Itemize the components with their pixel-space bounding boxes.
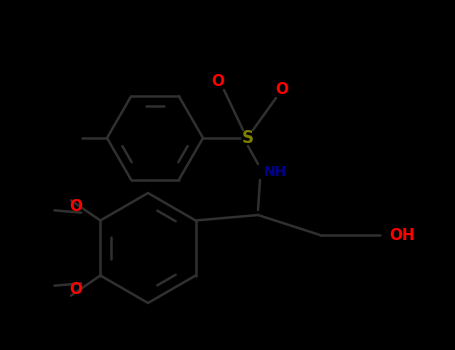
Text: S: S [242, 129, 254, 147]
Text: O: O [275, 83, 288, 98]
Text: O: O [70, 282, 83, 297]
Text: OH: OH [389, 228, 415, 243]
Text: O: O [212, 75, 224, 90]
Text: O: O [70, 199, 83, 214]
Text: NH: NH [264, 165, 287, 179]
